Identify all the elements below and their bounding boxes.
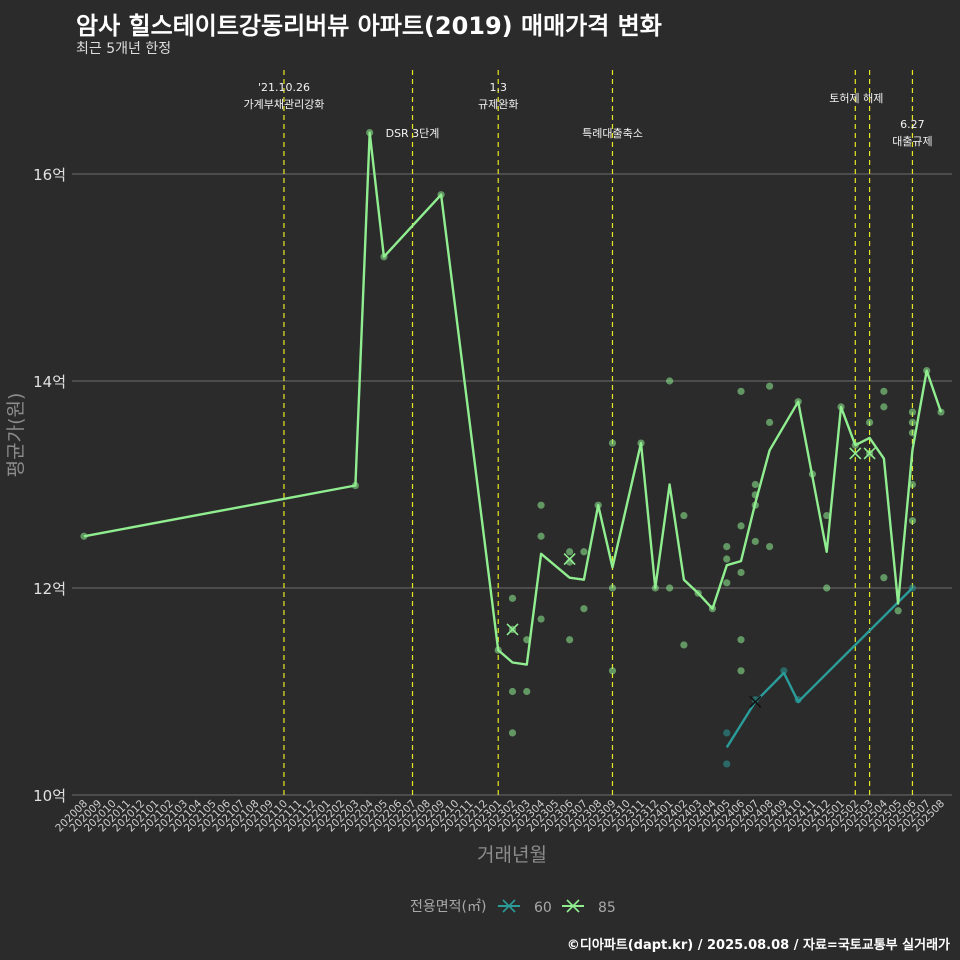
transaction-point (508, 594, 517, 602)
transaction-point (823, 584, 831, 592)
y-tick-label: 14억 (33, 373, 66, 391)
source-credit: ©디아파트(dapt.kr) / 2025.08.08 / 자료=국토교통부 실… (566, 938, 950, 953)
cross-marker (849, 447, 862, 460)
transaction-point (723, 760, 731, 768)
event-label: DSR 3단계 (386, 127, 440, 140)
transaction-point (880, 387, 888, 395)
transaction-point (737, 387, 745, 395)
event-label: 1.3 (489, 81, 507, 94)
cross-markers (506, 447, 876, 708)
y-tick-label: 12억 (33, 580, 66, 598)
event-label: 토허제 해제 (829, 91, 883, 105)
cross-stroke (849, 447, 862, 460)
transaction-point (537, 501, 545, 509)
transaction-point (608, 439, 617, 447)
transaction-point (880, 403, 888, 411)
series-lines (83, 131, 943, 749)
transaction-point (537, 615, 545, 623)
legend: 전용면적(㎡) 60 85 (410, 899, 616, 916)
transaction-point (823, 511, 831, 520)
transaction-point (608, 667, 617, 675)
transaction-point (894, 607, 902, 615)
transaction-point (723, 543, 731, 551)
x-ticks: 2020082020092020102020112020122021012021… (53, 797, 947, 834)
transaction-point (908, 418, 917, 426)
legend-label: 60 (534, 900, 552, 916)
event-label: 6.27 (900, 118, 925, 131)
cross-stroke (506, 623, 519, 636)
transaction-point (508, 729, 517, 737)
cross-marker (749, 695, 762, 708)
transaction-point (508, 687, 517, 696)
y-tick-label: 10억 (33, 787, 66, 805)
transaction-point (780, 667, 788, 675)
cross-marker (563, 552, 576, 566)
y-ticks: 10억 12억 14억 16억 (33, 166, 66, 805)
event-label: 특례대출축소 (582, 127, 643, 140)
transaction-point (608, 584, 617, 592)
cross-marker (506, 623, 519, 636)
transaction-point (566, 636, 574, 644)
legend-cross (502, 899, 516, 913)
gridlines (72, 173, 952, 796)
transaction-point (580, 605, 588, 613)
transaction-point (766, 382, 774, 390)
series-line-60 (725, 587, 914, 749)
transaction-point (751, 480, 759, 489)
transaction-point (737, 568, 745, 577)
transaction-point (666, 377, 674, 385)
legend-item-85: 85 (562, 899, 616, 916)
event-label: '21.10.26 (258, 81, 310, 94)
event-label: 규제완화 (478, 98, 518, 111)
transaction-point (908, 408, 917, 416)
transaction-point (523, 687, 531, 696)
event-label: 가계부채관리강화 (243, 98, 324, 111)
event-label: 대출규제 (892, 135, 932, 148)
cross-stroke (863, 447, 876, 460)
transaction-point (680, 511, 688, 520)
transaction-point (865, 418, 874, 426)
y-axis-label: 평균가(원) (5, 393, 27, 478)
chart-title: 암사 힐스테이트강동리버뷰 아파트(2019) 매매가격 변화 (76, 12, 662, 40)
transaction-point (880, 574, 888, 582)
transaction-point (737, 522, 745, 530)
transaction-point (537, 532, 545, 540)
transaction-point (908, 517, 917, 525)
chart-subtitle: 최근 5개년 한정 (76, 41, 172, 57)
legend-title: 전용면적(㎡) (410, 899, 486, 915)
legend-item-60: 60 (498, 899, 552, 916)
legend-label: 85 (598, 900, 616, 916)
transaction-point (566, 548, 574, 556)
y-tick-label: 16억 (33, 166, 66, 184)
transaction-point (908, 480, 917, 489)
transaction-point (580, 548, 588, 556)
cross-marker (863, 447, 876, 460)
transaction-point (680, 641, 688, 649)
cross-stroke (749, 695, 762, 708)
legend-cross (566, 899, 580, 913)
transaction-point (723, 555, 731, 563)
series-line-85 (83, 131, 943, 666)
transaction-point (666, 584, 674, 592)
transaction-point (737, 636, 745, 644)
transaction-point (766, 543, 774, 551)
transactions (80, 129, 945, 768)
transaction-point (737, 667, 745, 675)
transaction-point (766, 418, 774, 426)
transaction-point (751, 537, 759, 546)
cross-stroke (563, 552, 576, 566)
x-axis-label: 거래년월 (477, 844, 547, 866)
transaction-point (723, 579, 731, 587)
transaction-point (723, 729, 731, 737)
